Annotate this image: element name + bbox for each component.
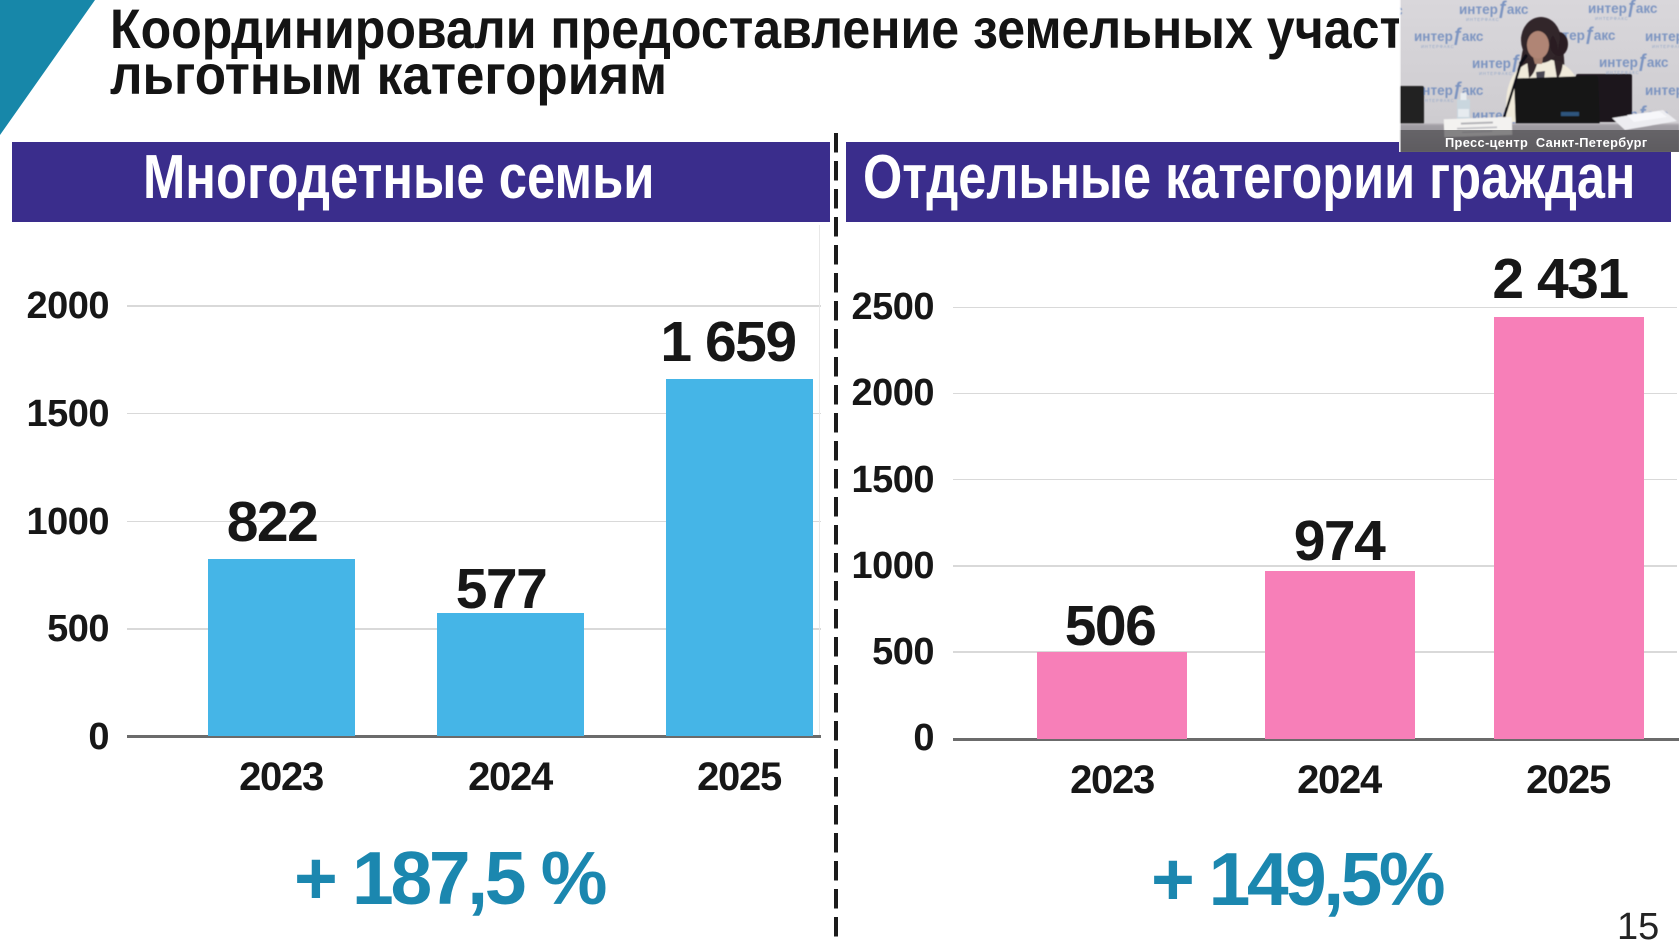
svg-text:интерƒакс: интерƒакс [1645, 79, 1679, 99]
svg-text:ИНТЕРФАКС: ИНТЕРФАКС [1421, 44, 1455, 49]
svg-text:интерƒакс: интерƒакс [1599, 51, 1669, 71]
svg-text:интерƒакс: интерƒакс [1459, 0, 1529, 18]
svg-text:интерƒакс: интерƒакс [1645, 25, 1679, 45]
svg-text:ИНТЕРФАКС: ИНТЕРФАКС [1595, 16, 1629, 21]
svg-text:Пресс-центр Санкт-Петербург: Пресс-центр Санкт-Петербург [1445, 135, 1648, 150]
svg-text:акс: акс [1399, 3, 1403, 18]
svg-text:ИНТЕРФАКС: ИНТЕРФАКС [1652, 44, 1679, 49]
svg-text:интерƒакс: интерƒакс [1588, 0, 1658, 17]
svg-text:ИНТЕРФАКС: ИНТЕРФАКС [1606, 70, 1640, 75]
svg-text:ИНТЕРФАКС: ИНТЕРФАКС [1466, 17, 1500, 22]
svg-text:ИНТЕРФАКС: ИНТЕРФАКС [1421, 98, 1455, 103]
svg-text:ИНТЕРФАКС: ИНТЕРФАКС [1479, 71, 1513, 76]
svg-text:интерƒакс: интерƒакс [1414, 25, 1484, 45]
